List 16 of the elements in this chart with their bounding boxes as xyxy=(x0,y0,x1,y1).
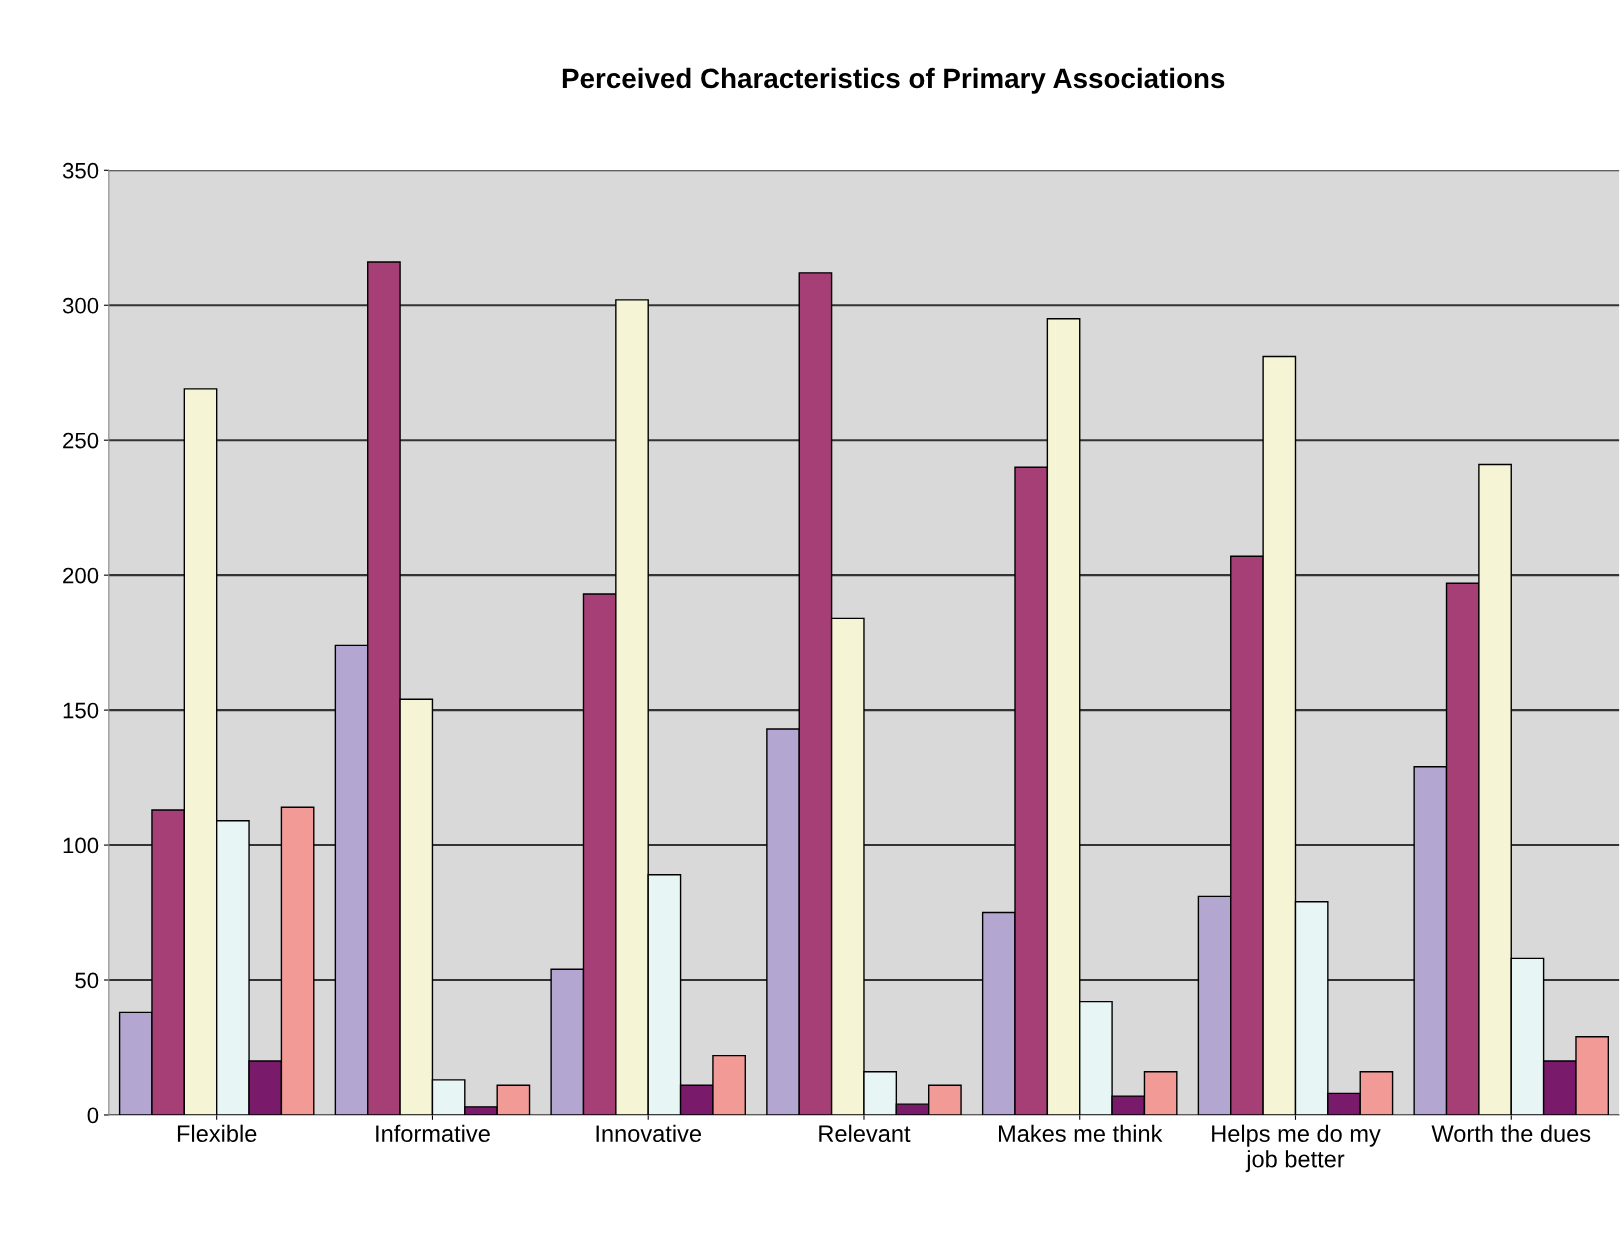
x-tick-label: Makes me think xyxy=(999,1124,1163,1143)
x-tick-label: Relevant xyxy=(819,1124,911,1143)
chart-title: Perceived Characteristics of Primary Associations xyxy=(562,67,1225,94)
y-tick-label: 50 xyxy=(75,972,99,989)
y-tick-label: 100 xyxy=(63,837,99,854)
x-tick-label: Flexible xyxy=(177,1124,257,1143)
y-tick-label: 250 xyxy=(63,432,99,449)
x-tick-label: Worth the dues xyxy=(1431,1124,1591,1143)
x-tick-label: Informative xyxy=(376,1124,490,1143)
y-tick-label: 350 xyxy=(62,162,99,179)
y-tick-label: 200 xyxy=(63,567,99,584)
x-tick-label: Helps me do my job better xyxy=(1212,1124,1381,1173)
y-tick-label: 0 xyxy=(87,1107,99,1124)
y-tick-label: 150 xyxy=(63,702,99,719)
x-tick-label: Innovative xyxy=(596,1124,701,1143)
y-tick-label: 300 xyxy=(62,297,99,314)
